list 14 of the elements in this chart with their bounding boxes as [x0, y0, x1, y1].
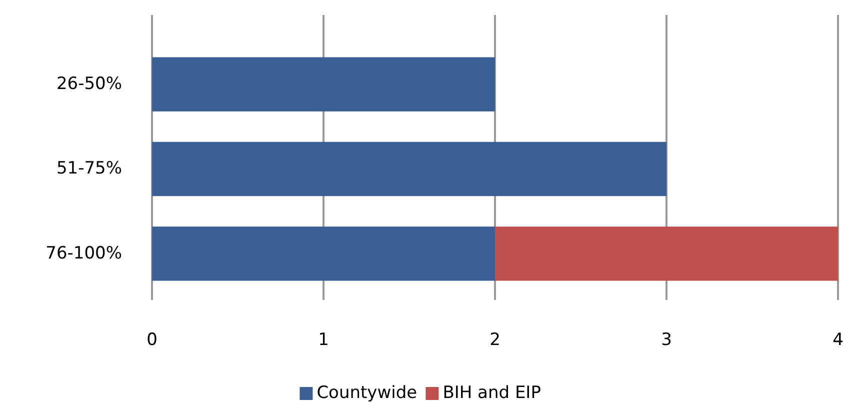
bar [152, 142, 666, 196]
legend-label: BIH and EIP [442, 383, 541, 403]
x-tick-label: 2 [490, 330, 500, 350]
y-tick-label: 51-75% [56, 158, 122, 179]
x-tick-label: 0 [146, 330, 158, 350]
x-tick-label: 1 [318, 330, 329, 350]
x-tick-label: 4 [832, 330, 844, 350]
y-tick-label: 26-50% [56, 74, 122, 94]
bar [152, 57, 495, 112]
bar [152, 226, 495, 281]
bar [495, 226, 838, 281]
x-tick-label: 3 [661, 330, 672, 350]
y-tick-label: 76-100% [46, 243, 122, 264]
legend-label: Countywide [316, 383, 418, 403]
